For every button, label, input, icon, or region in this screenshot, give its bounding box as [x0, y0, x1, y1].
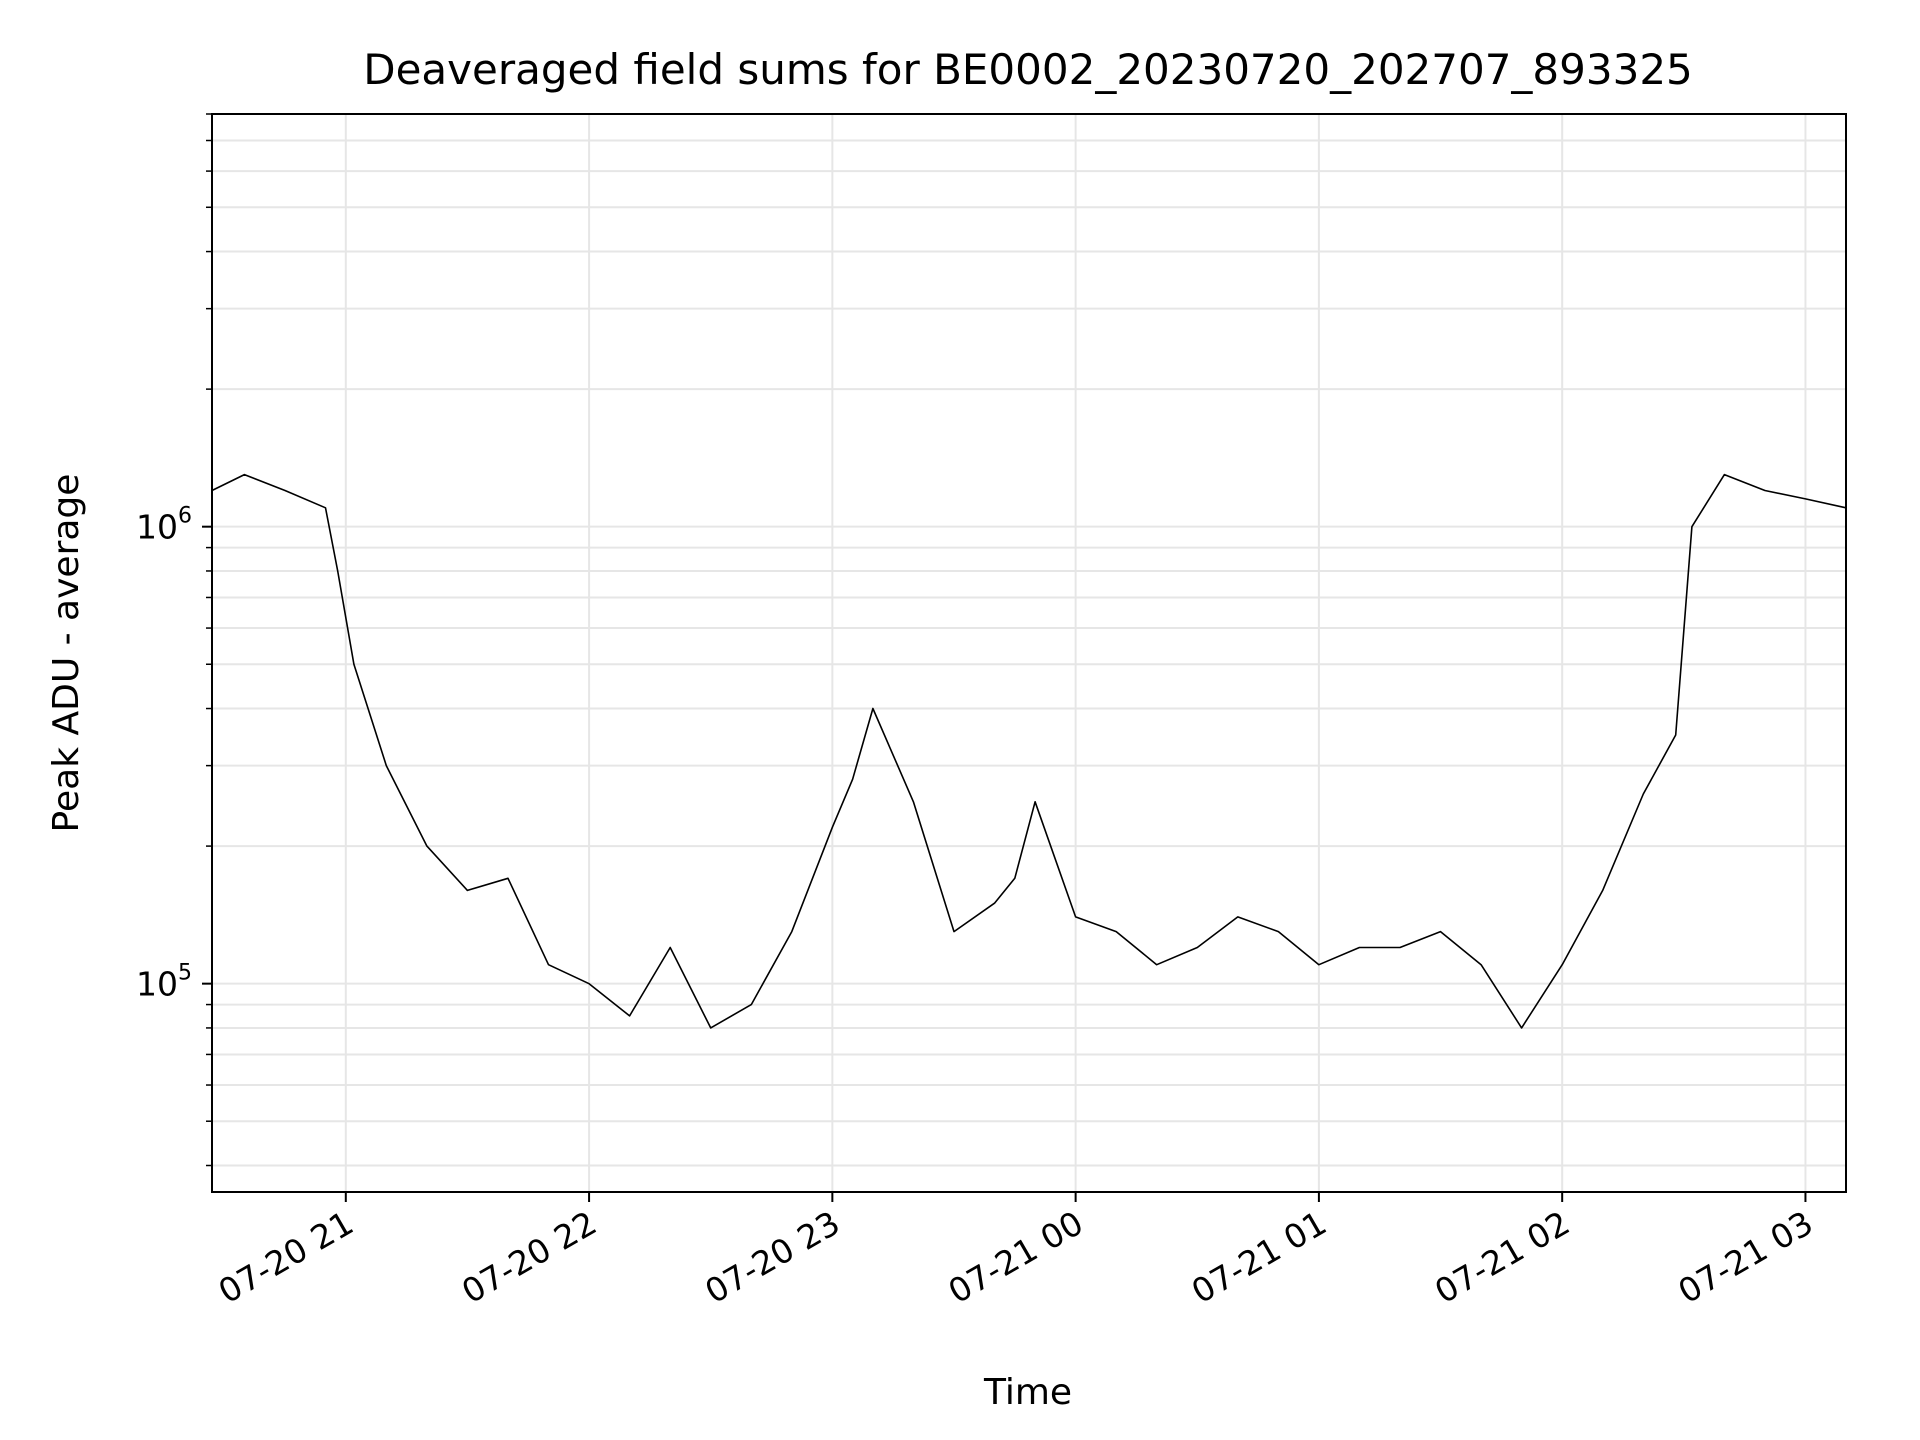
y-tick-label: 106 — [136, 504, 192, 547]
grid — [212, 113, 1846, 1192]
x-tick-label: 07-21 01 — [1185, 1203, 1333, 1311]
y-tick-label: 105 — [136, 961, 192, 1004]
chart-title: Deaveraged field sums for BE0002_2023072… — [363, 45, 1693, 94]
ticks: 07-20 21 07-20 22 07-20 23 07-21 00 07-21 01… — [136, 113, 1819, 1311]
series-line — [211, 473, 1847, 1029]
x-axis-label: Time — [983, 1372, 1072, 1413]
x-tick-label: 07-21 02 — [1428, 1203, 1576, 1311]
x-tick-label: 07-20 22 — [455, 1203, 603, 1311]
series-layer — [211, 473, 1847, 1029]
x-tick-label: 07-21 00 — [942, 1203, 1090, 1311]
x-tick-label: 07-20 21 — [212, 1203, 360, 1311]
y-axis-label: Peak ADU - average — [46, 474, 87, 833]
x-tick-label: 07-20 23 — [698, 1203, 846, 1311]
plot-frame — [211, 113, 1847, 1193]
x-tick-label: 07-21 03 — [1671, 1203, 1819, 1311]
